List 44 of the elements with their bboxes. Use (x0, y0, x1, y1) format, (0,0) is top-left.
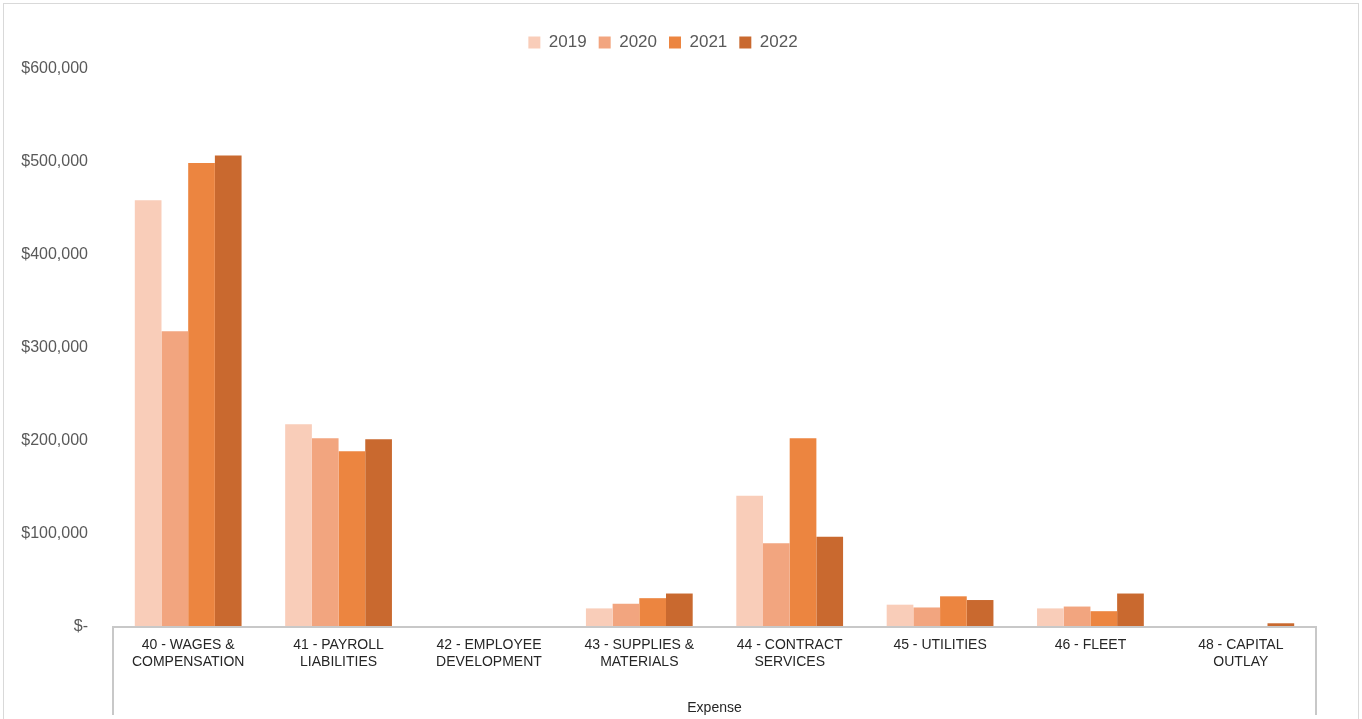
x-tick-label: 42 - EMPLOYEE DEVELOPMENT (436, 636, 543, 670)
bar (940, 596, 967, 627)
x-tick-label: 41 - PAYROLL LIABILITIES (293, 636, 385, 670)
bar (1063, 606, 1091, 627)
x-tick-label: 46 - FLEET (1054, 636, 1127, 653)
x-tick-label: 48 - CAPITAL OUTLAY (1198, 636, 1284, 670)
bar (639, 598, 666, 627)
bar (134, 200, 162, 627)
bar (311, 438, 339, 627)
x-tick-label: 40 - WAGES & COMPENSATION (131, 636, 245, 670)
bar (161, 331, 189, 627)
bar (666, 593, 693, 627)
bar (966, 600, 994, 627)
bar (285, 424, 312, 627)
y-tick-label: $100,000 (21, 524, 89, 542)
x-tick-label: 44 - CONTRACT SERVICES (736, 636, 844, 670)
y-tick-label: $200,000 (21, 431, 89, 449)
legend-label: 2022 (759, 32, 798, 52)
y-tick-label: $400,000 (21, 245, 89, 263)
bar (365, 439, 392, 627)
bar (789, 438, 817, 627)
bar (188, 162, 215, 627)
bar (816, 536, 844, 627)
bar (886, 604, 914, 627)
bar (736, 495, 763, 627)
bar (1037, 608, 1064, 627)
x-tick-label: 43 - SUPPLIES & MATERIALS (584, 636, 695, 670)
y-tick-label: $- (73, 617, 88, 635)
bar (214, 155, 242, 627)
bar (1117, 593, 1144, 627)
x-tick-label: 45 - UTILITIES (893, 636, 987, 653)
bar (913, 607, 941, 627)
legend-label: 2021 (689, 32, 728, 52)
y-tick-label: $600,000 (21, 59, 89, 77)
bar (1090, 611, 1118, 627)
bar (338, 451, 366, 627)
y-tick-label: $300,000 (21, 338, 89, 356)
legend-label: 2019 (548, 32, 587, 52)
legend-label: 2020 (619, 32, 658, 52)
y-tick-label: $500,000 (21, 152, 89, 170)
bar (585, 608, 613, 627)
bar (612, 603, 640, 627)
bar (763, 543, 790, 627)
x-axis-title: Expense (687, 699, 742, 716)
